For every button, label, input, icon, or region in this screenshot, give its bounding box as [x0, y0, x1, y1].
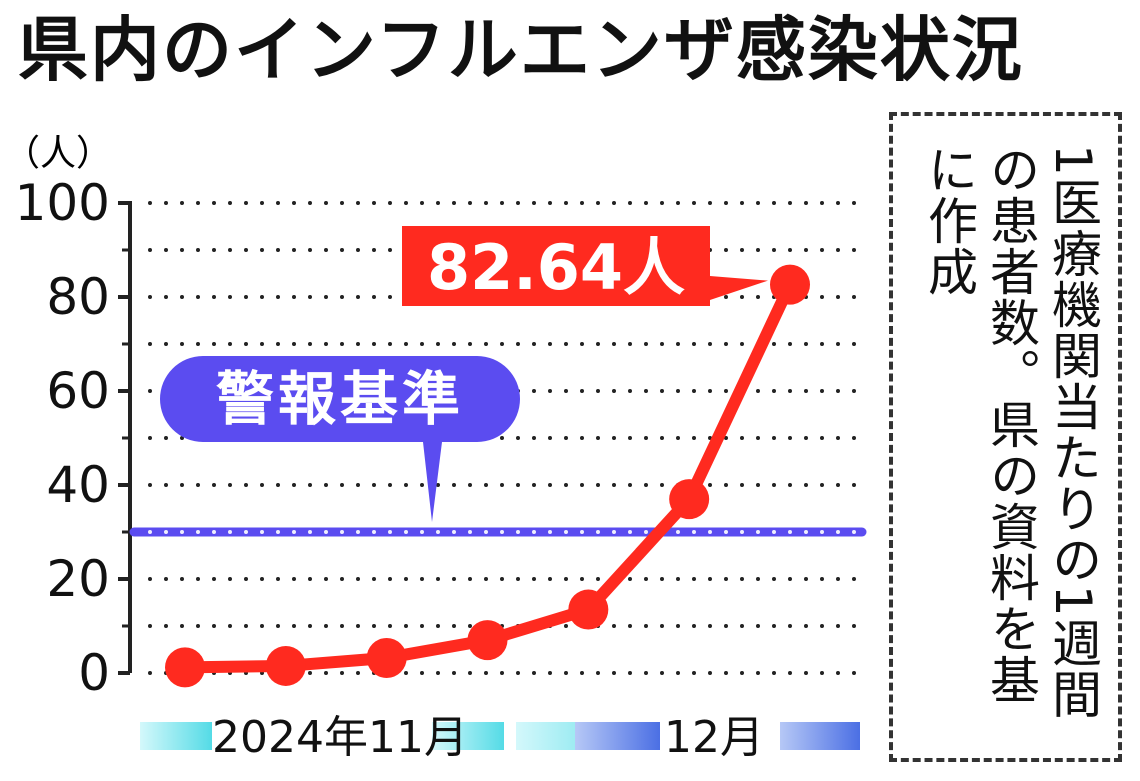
source-note: 1医療機関当たりの1週間の患者数。県の資料を基に作成 [920, 144, 1102, 720]
y-tick-label: 60 [46, 362, 110, 420]
chart-title: 県内のインフルエンザ感染状況 [18, 9, 1024, 91]
series-path [179, 278, 796, 674]
y-tick-label: 40 [46, 456, 110, 514]
x-axis-band: 2024年11月 12月 [140, 712, 860, 763]
y-tick-label: 0 [78, 644, 110, 702]
x-band-segment [432, 722, 504, 750]
data-point [165, 647, 205, 688]
y-tick-label: 100 [15, 174, 110, 232]
source-note-box: 1医療機関当たりの1週間の患者数。県の資料を基に作成 [889, 112, 1122, 762]
annotation: 82.64人 [402, 226, 768, 306]
reference-label: 警報基準 [216, 365, 464, 433]
data-point [568, 589, 609, 630]
data-point [669, 479, 710, 520]
y-tick-label: 20 [46, 550, 110, 608]
x-period-label: 12月 [664, 712, 764, 763]
annotation-box [402, 226, 768, 306]
y-tick-label: 80 [46, 268, 110, 326]
x-period-label: 2024年11月 [212, 712, 468, 763]
x-band-segment [140, 722, 212, 750]
data-point [467, 620, 508, 661]
line-chart: 0 20 40 60 80 100 （人） 2024年11月 12月 警報基準 82.64人 [4, 133, 867, 763]
data-point [366, 637, 407, 678]
series-line [165, 264, 810, 688]
x-band-segment [780, 722, 860, 750]
data-point [265, 645, 306, 686]
x-band-segment [575, 722, 660, 750]
y-axis: 0 20 40 60 80 100 [15, 174, 132, 702]
annotation-label: 82.64人 [427, 231, 685, 304]
data-point [770, 264, 810, 305]
reference-label-bubble [160, 356, 520, 522]
reference-line: 警報基準 [129, 356, 867, 537]
y-axis-label: （人） [4, 133, 112, 174]
